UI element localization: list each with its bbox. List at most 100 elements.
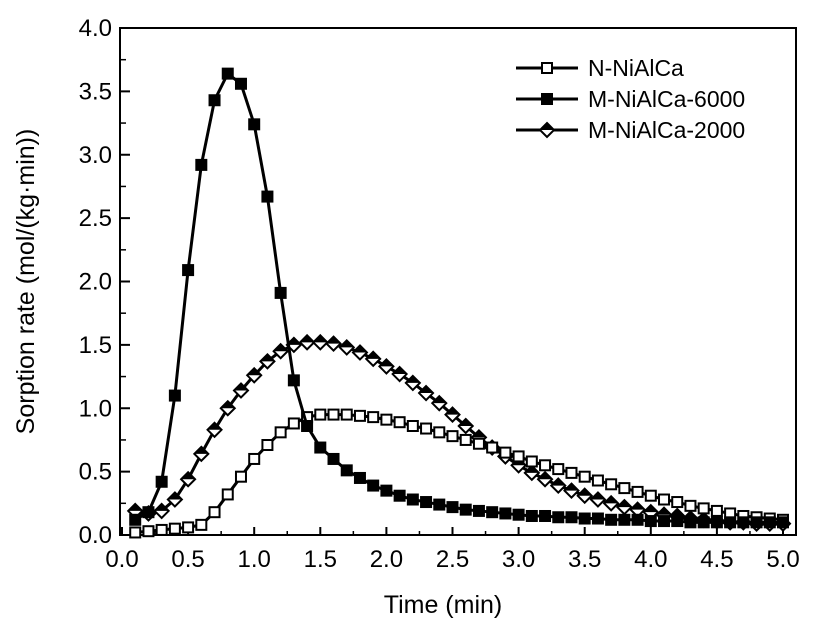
data-point-n-nialca (353, 409, 366, 422)
data-point-m-nialca-2000 (364, 350, 382, 368)
data-point-m-nialca-2000 (272, 342, 290, 360)
diamond-top-fill (564, 483, 579, 491)
data-point-m-nialca-2000 (444, 406, 461, 424)
x-tick-label: 0.0 (105, 546, 138, 573)
data-point-m-nialca-6000 (221, 67, 234, 80)
data-point-m-nialca-6000 (129, 513, 142, 526)
diamond-top-fill (604, 496, 619, 504)
data-point-m-nialca-2000 (576, 487, 594, 505)
data-point-m-nialca-6000 (301, 419, 314, 432)
data-point-n-nialca (565, 466, 578, 479)
y-axis-title: Sorption rate (mol/(kg·min)) (12, 129, 40, 435)
data-point-m-nialca-6000 (380, 484, 393, 497)
data-point-m-nialca-2000 (259, 352, 276, 370)
x-tick-label: 4.5 (700, 546, 733, 573)
data-point-n-nialca (420, 422, 433, 435)
diamond-top-fill (233, 383, 248, 391)
data-point-m-nialca-2000 (232, 382, 250, 399)
x-tick-label: 1.0 (238, 546, 271, 573)
data-point-m-nialca-2000 (206, 421, 223, 439)
diamond-top-fill (551, 478, 566, 486)
diamond-top-fill (458, 418, 473, 426)
legend-marker (541, 93, 553, 105)
diamond-top-fill (445, 407, 460, 415)
legend-marker (538, 121, 556, 139)
data-point-m-nialca-2000 (523, 464, 541, 482)
data-point-m-nialca-2000 (192, 445, 210, 463)
x-tick-label: 4.0 (634, 546, 667, 573)
data-point-m-nialca-6000 (486, 506, 499, 519)
data-point-n-nialca (406, 419, 419, 432)
x-tick-label: 2.0 (370, 546, 403, 573)
data-point-m-nialca-2000 (536, 470, 554, 488)
data-point-m-nialca-2000 (311, 333, 329, 351)
data-point-m-nialca-2000 (549, 477, 567, 494)
data-point-m-nialca-2000 (417, 384, 435, 402)
diamond-top-fill (657, 507, 672, 515)
legend-item-n-nialca: N-NiAlCa (516, 55, 684, 81)
data-point-m-nialca-6000 (420, 496, 433, 509)
data-point-m-nialca-2000 (351, 344, 369, 361)
data-point-m-nialca-2000 (219, 399, 237, 417)
data-point-m-nialca-6000 (155, 475, 168, 488)
data-point-n-nialca (248, 452, 261, 465)
data-point-m-nialca-2000 (166, 491, 184, 508)
data-point-n-nialca (367, 411, 380, 424)
data-point-m-nialca-6000 (248, 118, 261, 131)
diamond-top-fill (670, 508, 685, 516)
diamond-top-fill (181, 472, 196, 480)
legend-label: M-NiAlCa-2000 (588, 117, 745, 143)
diamond-top-fill (405, 375, 420, 383)
data-point-n-nialca (578, 470, 591, 483)
data-point-m-nialca-2000 (430, 394, 448, 412)
x-axis-title: Time (min) (384, 591, 503, 619)
data-point-m-nialca-2000 (325, 335, 342, 353)
data-point-m-nialca-2000 (391, 365, 409, 383)
y-axis-ticks: 0.0 0.5 1.0 1.5 2.0 2.5 3.0 3.5 4.0 (79, 15, 130, 549)
data-point-m-nialca-6000 (459, 503, 472, 516)
x-tick-label: 1.5 (304, 546, 337, 573)
data-point-n-nialca (287, 417, 300, 430)
y-tick-label: 0.5 (79, 459, 112, 486)
legend: N-NiAlCa M-NiAlCa-6000 M-NiAlCa-2000 (516, 55, 745, 143)
data-point-n-nialca (671, 496, 684, 509)
data-point-m-nialca-6000 (512, 508, 525, 521)
data-point-n-nialca (314, 408, 327, 421)
data-point-n-nialca (539, 459, 552, 472)
data-point-m-nialca-6000 (671, 515, 684, 528)
data-point-m-nialca-2000 (602, 494, 620, 512)
data-point-m-nialca-6000 (591, 512, 604, 525)
data-point-m-nialca-6000 (340, 464, 353, 477)
data-point-m-nialca-2000 (615, 498, 633, 516)
data-point-n-nialca (340, 408, 353, 421)
diamond-top-fill (194, 446, 209, 454)
data-point-m-nialca-6000 (697, 516, 710, 529)
data-point-n-nialca (499, 446, 512, 459)
data-point-n-nialca (512, 450, 525, 463)
data-point-n-nialca (142, 525, 155, 538)
data-point-n-nialca (234, 470, 247, 483)
x-axis-ticks: 0.0 0.5 1.0 1.5 2.0 2.5 3.0 3.5 4.0 4.5 5.0 (105, 527, 800, 573)
data-point-m-nialca-6000 (287, 374, 300, 387)
diamond-top-fill (590, 492, 605, 500)
x-tick-label: 2.5 (436, 546, 469, 573)
legend-item-m-nialca-6000: M-NiAlCa-6000 (516, 86, 745, 112)
data-point-m-nialca-6000 (406, 493, 419, 506)
x-tick-label: 0.5 (171, 546, 204, 573)
data-point-n-nialca (658, 493, 671, 506)
data-point-m-nialca-6000 (195, 158, 208, 171)
y-tick-label: 4.0 (79, 15, 112, 42)
data-point-m-nialca-6000 (750, 516, 763, 529)
y-tick-label: 0.0 (79, 522, 112, 549)
data-point-m-nialca-6000 (631, 513, 644, 526)
data-point-m-nialca-6000 (618, 513, 631, 526)
diamond-top-fill (471, 430, 486, 438)
y-tick-label: 2.5 (79, 205, 112, 232)
data-point-m-nialca-6000 (433, 498, 446, 511)
data-point-m-nialca-6000 (208, 94, 221, 107)
data-point-m-nialca-2000 (404, 374, 422, 392)
data-point-n-nialca (129, 526, 142, 539)
series-m-nialca-6000 (129, 67, 789, 529)
data-point-n-nialca (618, 482, 631, 495)
data-point-n-nialca (393, 416, 406, 429)
